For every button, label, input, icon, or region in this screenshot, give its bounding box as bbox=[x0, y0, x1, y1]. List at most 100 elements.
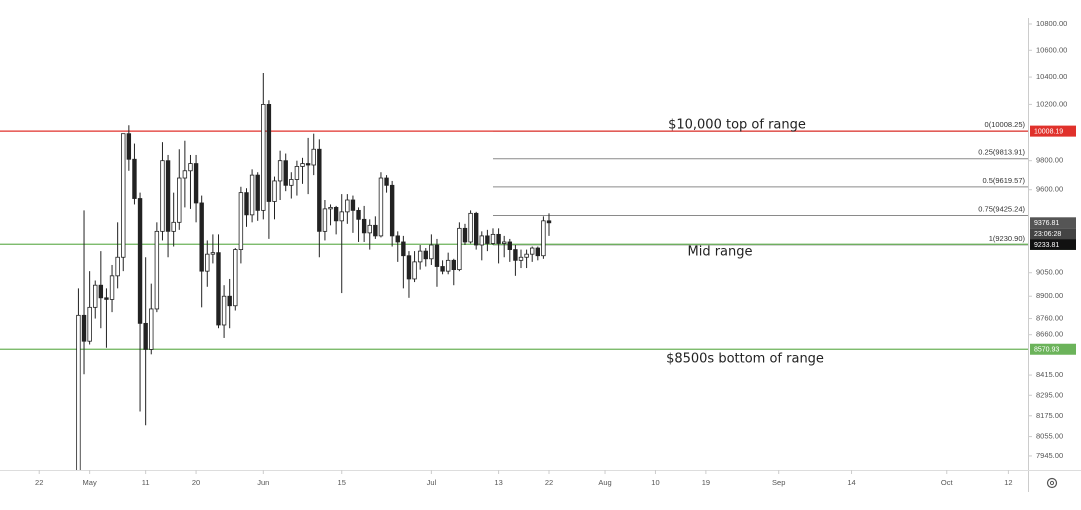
candle-body bbox=[507, 241, 512, 250]
x-tick-label: Oct bbox=[941, 478, 954, 487]
candle-body bbox=[283, 160, 288, 186]
candle-body bbox=[149, 308, 154, 350]
price-tag bbox=[1030, 343, 1076, 355]
candle-body bbox=[445, 259, 451, 272]
candle-body bbox=[378, 177, 384, 237]
candle-body bbox=[490, 233, 496, 244]
x-tick-label: 10 bbox=[651, 478, 659, 487]
fib-label: 0.75(9425.24) bbox=[978, 205, 1025, 214]
candle-body bbox=[261, 104, 266, 211]
y-tick-label: 8415.00 bbox=[1036, 370, 1063, 379]
candle-body bbox=[121, 133, 126, 258]
countdown: 23:06:28 bbox=[1034, 231, 1061, 238]
candle-body bbox=[93, 284, 98, 308]
candle-body bbox=[333, 207, 339, 222]
y-tick-label: 8760.00 bbox=[1036, 314, 1063, 323]
candle-body bbox=[485, 235, 490, 244]
price-tag-label: 10008.19 bbox=[1034, 128, 1063, 135]
candle-body bbox=[266, 104, 272, 202]
y-tick-label: 8900.00 bbox=[1036, 291, 1063, 300]
candle-body bbox=[81, 314, 87, 342]
candle-body bbox=[193, 163, 199, 204]
candle-body bbox=[300, 163, 305, 167]
candle-body bbox=[401, 241, 406, 257]
y-tick-label: 7945.00 bbox=[1036, 451, 1063, 460]
x-tick-label: Aug bbox=[598, 478, 611, 487]
candle-body bbox=[199, 202, 204, 272]
candle-body bbox=[216, 252, 221, 326]
y-tick-label: 8660.00 bbox=[1036, 330, 1063, 339]
candle-body bbox=[479, 235, 484, 246]
candle-body bbox=[317, 148, 322, 232]
y-tick-label: 10400.00 bbox=[1036, 72, 1067, 81]
candle-body bbox=[305, 163, 311, 166]
countdown-box bbox=[1030, 228, 1076, 240]
candle-body bbox=[367, 224, 372, 234]
candle-body bbox=[451, 259, 456, 271]
candle-body bbox=[395, 235, 400, 243]
y-tick-label: 10200.00 bbox=[1036, 99, 1067, 108]
candle-body bbox=[210, 252, 216, 255]
candle-body bbox=[277, 160, 283, 182]
candle-body bbox=[339, 211, 344, 222]
price-tag-label: 8570.93 bbox=[1034, 347, 1059, 354]
candle-body bbox=[429, 244, 434, 260]
settings-icon[interactable] bbox=[1046, 477, 1058, 489]
candle-body bbox=[530, 247, 535, 255]
candle-body bbox=[462, 227, 468, 243]
candle-body bbox=[98, 284, 104, 299]
x-tick-label: 20 bbox=[192, 478, 200, 487]
price-tag bbox=[1030, 217, 1076, 229]
candle-body bbox=[389, 184, 395, 237]
y-tick-label: 9050.00 bbox=[1036, 268, 1063, 277]
candle-body bbox=[457, 227, 462, 271]
candle-body bbox=[249, 174, 255, 216]
candle-body bbox=[496, 233, 501, 244]
candle-body bbox=[356, 209, 361, 220]
candle-body bbox=[227, 295, 232, 307]
candle-body bbox=[76, 314, 81, 470]
candle-body bbox=[160, 160, 165, 232]
candle-body bbox=[473, 212, 479, 246]
x-tick-label: 14 bbox=[847, 478, 855, 487]
price-tag-label: 9233.81 bbox=[1034, 242, 1059, 249]
x-tick-label: 12 bbox=[1004, 478, 1012, 487]
candle-body bbox=[87, 306, 92, 342]
candle-body bbox=[513, 249, 518, 261]
y-tick-label: 10800.00 bbox=[1036, 19, 1067, 28]
x-tick-label: 15 bbox=[338, 478, 346, 487]
candle-body bbox=[289, 179, 294, 186]
candle-body bbox=[311, 148, 316, 166]
x-tick-label: 22 bbox=[545, 478, 553, 487]
x-tick-label: 19 bbox=[702, 478, 710, 487]
candle-body bbox=[328, 207, 333, 210]
price-tag bbox=[1030, 238, 1076, 250]
candle-body bbox=[182, 170, 188, 179]
candle-body bbox=[417, 250, 423, 263]
candle-body bbox=[221, 295, 227, 326]
candle-body bbox=[272, 180, 277, 202]
candle-body bbox=[255, 174, 260, 211]
x-tick-label: Jul bbox=[427, 478, 437, 487]
candle-body bbox=[406, 255, 412, 280]
candle-body bbox=[518, 256, 524, 261]
candle-body bbox=[345, 199, 350, 213]
x-tick-label: 13 bbox=[494, 478, 502, 487]
price-tag-label: 9376.81 bbox=[1034, 220, 1059, 227]
candle-body bbox=[294, 166, 300, 180]
candle-body bbox=[440, 266, 445, 272]
candle-body bbox=[434, 244, 440, 267]
candle-body bbox=[468, 212, 473, 243]
fib-label: 0.5(9619.57) bbox=[982, 176, 1025, 185]
candle-body bbox=[373, 224, 378, 237]
candle-body bbox=[188, 163, 193, 172]
candle-body bbox=[165, 160, 171, 232]
candle-body bbox=[546, 220, 552, 224]
y-tick-label: 9800.00 bbox=[1036, 156, 1063, 165]
candle-body bbox=[412, 261, 417, 280]
candle-body bbox=[104, 297, 109, 300]
candle-body bbox=[177, 177, 182, 223]
y-tick-label: 8175.00 bbox=[1036, 411, 1063, 420]
candle-body bbox=[501, 241, 507, 244]
